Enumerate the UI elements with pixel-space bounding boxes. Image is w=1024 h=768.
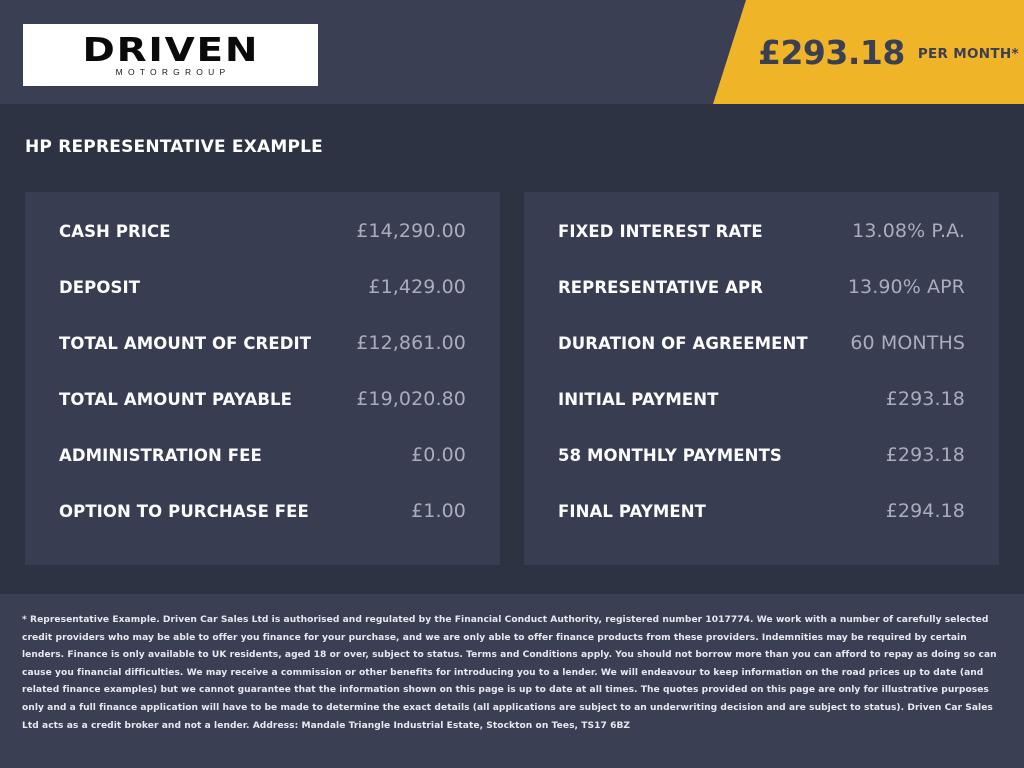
finance-row-label: TOTAL AMOUNT OF CREDIT bbox=[59, 334, 312, 353]
finance-row-label: CASH PRICE bbox=[59, 222, 171, 241]
finance-row-label: DURATION OF AGREEMENT bbox=[558, 334, 808, 353]
finance-row-label: TOTAL AMOUNT PAYABLE bbox=[59, 390, 292, 409]
finance-row-value: 60 MONTHS bbox=[850, 332, 965, 354]
finance-row: INITIAL PAYMENT £293.18 bbox=[558, 388, 965, 444]
footer-disclaimer-text: * Representative Example. Driven Car Sal… bbox=[22, 615, 997, 731]
monthly-price-amount: £293.18 bbox=[758, 32, 905, 72]
finance-row-value: 13.08% P.A. bbox=[852, 220, 965, 242]
finance-row-label: DEPOSIT bbox=[59, 278, 141, 297]
finance-row-value: £19,020.80 bbox=[356, 388, 466, 410]
page-footer: * Representative Example. Driven Car Sal… bbox=[0, 594, 1024, 768]
finance-row-value: £12,861.00 bbox=[356, 332, 466, 354]
finance-details-panel-right: FIXED INTEREST RATE 13.08% P.A. REPRESEN… bbox=[524, 192, 999, 565]
page-header: DRIVEN MOTORGROUP £293.18 PER MONTH* bbox=[0, 0, 1024, 104]
finance-row-label: REPRESENTATIVE APR bbox=[558, 278, 764, 297]
finance-row: FINAL PAYMENT £294.18 bbox=[558, 500, 965, 556]
finance-row: ADMINISTRATION FEE £0.00 bbox=[59, 444, 466, 500]
monthly-price-period-label: PER MONTH* bbox=[917, 46, 1019, 63]
finance-row-label: ADMINISTRATION FEE bbox=[59, 446, 262, 465]
finance-row-label: 58 MONTHLY PAYMENTS bbox=[558, 446, 782, 465]
finance-details-panel-left: CASH PRICE £14,290.00 DEPOSIT £1,429.00 … bbox=[25, 192, 500, 565]
finance-row: OPTION TO PURCHASE FEE £1.00 bbox=[59, 500, 466, 556]
finance-row: REPRESENTATIVE APR 13.90% APR bbox=[558, 276, 965, 332]
finance-row: TOTAL AMOUNT OF CREDIT £12,861.00 bbox=[59, 332, 466, 388]
finance-row: CASH PRICE £14,290.00 bbox=[59, 220, 466, 276]
finance-row-value: £293.18 bbox=[885, 444, 965, 466]
brand-logo-wordmark: DRIVEN bbox=[82, 30, 259, 70]
finance-row-value: £294.18 bbox=[885, 500, 965, 522]
finance-row: TOTAL AMOUNT PAYABLE £19,020.80 bbox=[59, 388, 466, 444]
finance-row: DURATION OF AGREEMENT 60 MONTHS bbox=[558, 332, 965, 388]
finance-row-value: £1,429.00 bbox=[368, 276, 466, 298]
finance-row-value: £293.18 bbox=[885, 388, 965, 410]
finance-row-label: FIXED INTEREST RATE bbox=[558, 222, 763, 241]
finance-row-value: 13.90% APR bbox=[847, 276, 965, 298]
finance-row: DEPOSIT £1,429.00 bbox=[59, 276, 466, 332]
finance-row-value: £0.00 bbox=[411, 444, 466, 466]
finance-row-label: INITIAL PAYMENT bbox=[558, 390, 719, 409]
monthly-price-banner: £293.18 PER MONTH* bbox=[713, 0, 1024, 104]
finance-row-label: OPTION TO PURCHASE FEE bbox=[59, 502, 309, 521]
brand-logo-subtitle: MOTORGROUP bbox=[115, 67, 231, 78]
finance-row: FIXED INTEREST RATE 13.08% P.A. bbox=[558, 220, 965, 276]
finance-row-label: FINAL PAYMENT bbox=[558, 502, 707, 521]
brand-logo[interactable]: DRIVEN MOTORGROUP bbox=[23, 24, 318, 86]
monthly-price-banner-content: £293.18 PER MONTH* bbox=[758, 0, 1019, 104]
finance-row: 58 MONTHLY PAYMENTS £293.18 bbox=[558, 444, 965, 500]
finance-row-value: £14,290.00 bbox=[356, 220, 466, 242]
finance-row-value: £1.00 bbox=[411, 500, 466, 522]
page-title: HP REPRESENTATIVE EXAMPLE bbox=[25, 137, 323, 157]
